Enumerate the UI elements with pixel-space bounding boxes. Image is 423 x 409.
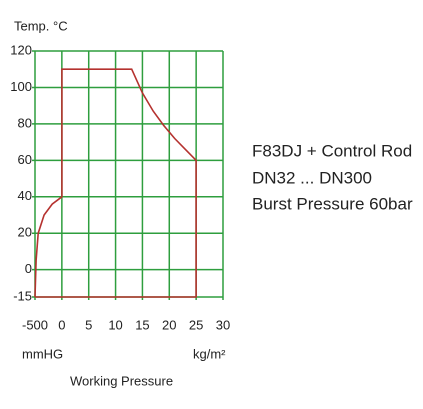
x-tick-label: 30 [216, 317, 230, 332]
x-tick-label: 25 [189, 317, 203, 332]
y-tick-label: 120 [10, 42, 32, 57]
annotation: Burst Pressure 60bar [252, 194, 413, 213]
series-line [34, 68, 197, 298]
y-tick-label: 0 [25, 261, 32, 276]
annotation: F83DJ + Control Rod [252, 141, 412, 160]
y-tick-label: 100 [10, 79, 32, 94]
x-tick-label: 5 [85, 317, 92, 332]
x-tick-label: 10 [108, 317, 122, 332]
x-axis-right-label: kg/m² [193, 346, 226, 361]
x-axis-title: Working Pressure [70, 373, 173, 388]
x-tick-label: -500 [22, 317, 48, 332]
y-tick-label: 60 [18, 152, 32, 167]
x-tick-label: 0 [58, 317, 65, 332]
annotation: DN32 ... DN300 [252, 168, 372, 187]
y-tick-label: 80 [18, 115, 32, 130]
y-axis-label: Temp. °C [14, 18, 68, 33]
y-tick-label: -15 [13, 288, 32, 303]
y-tick-label: 40 [18, 188, 32, 203]
x-tick-label: 15 [135, 317, 149, 332]
x-axis-left-label: mmHG [22, 346, 63, 361]
x-tick-label: 20 [162, 317, 176, 332]
y-tick-label: 20 [18, 225, 32, 240]
